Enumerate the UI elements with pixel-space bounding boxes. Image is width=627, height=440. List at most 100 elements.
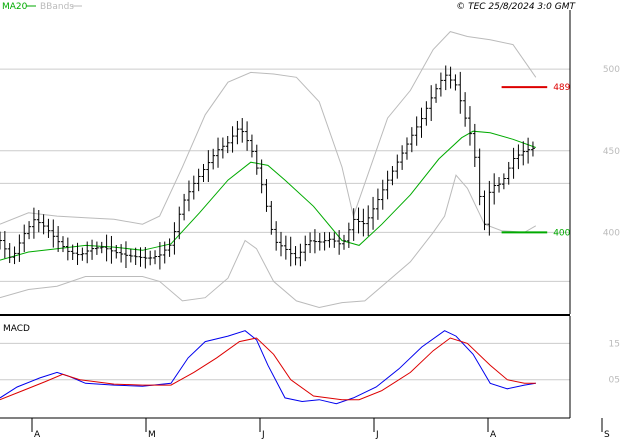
price-bar [31,207,36,239]
price-bar [356,207,361,234]
price-bar [361,208,366,237]
price-bar [148,250,153,266]
price-bar [385,170,390,200]
price-bar [283,235,288,260]
y-tick-label: 500 [603,65,620,75]
ma20-path [0,130,536,261]
price-bar [303,235,308,262]
price-bar [167,238,172,257]
bb-lower-line [0,174,537,309]
price-bar [235,120,240,145]
price-bar [60,236,65,253]
price-bar [216,137,221,168]
price-bar [472,123,477,167]
x-tick-label: J [261,430,265,440]
price-bar [119,244,124,263]
price-bar [2,231,7,259]
price-bar [274,221,279,251]
price-bar [492,173,497,205]
price-bar [80,247,85,261]
price-bar [123,241,128,269]
bbands-legend-label: BBands [40,2,74,12]
price-bar [75,242,80,265]
price-bar [22,224,27,253]
source-timestamp: © TEC 25/8/2024 3:0 GMT [456,2,576,12]
macd-y-tick-label: 05 [609,376,620,386]
price-bar [409,127,414,153]
price-bar [530,141,535,157]
price-bar [12,246,17,265]
price-bar [41,214,46,235]
price-bar [400,145,405,170]
macd-panel-title: MACD [3,324,30,334]
price-bars [0,65,535,270]
price-bar [264,179,269,212]
signal-line [0,337,536,401]
price-bar [448,66,453,89]
price-bar [497,177,502,193]
price-bar [279,231,284,257]
price-bar [293,246,298,266]
price-bar [27,221,32,240]
price-bar [191,175,196,200]
price-bar [317,232,322,251]
price-bar [172,222,177,255]
price-bar [220,137,225,159]
price-bar [230,126,235,153]
x-tick-label: J [375,430,379,440]
price-bar [138,247,143,267]
price-bar [375,188,380,220]
support-level-label: 400 [553,228,570,238]
price-bar [371,196,376,230]
price-bar [65,237,70,261]
price-bar [162,241,167,264]
y-tick-label: 400 [603,228,620,238]
price-bar [240,118,245,143]
price-bar [477,148,482,206]
price-bar [7,243,12,264]
price-bar [429,85,434,122]
x-tick-label: M [148,430,156,440]
price-bar [177,206,182,240]
macd-y-tick-label: 15 [609,339,620,349]
price-bar [404,137,409,160]
price-bar [245,121,250,151]
price-bar [341,234,346,250]
price-bar [463,92,468,127]
price-bar [424,101,429,126]
price-bar [70,244,75,261]
price-bar [133,247,138,266]
price-bar [36,210,41,233]
price-bar [526,137,531,164]
price-bar [0,231,2,250]
price-bar [206,150,211,182]
price-bar [395,154,400,179]
price-bar [501,173,506,190]
price-bar [17,234,22,262]
price-bar [288,236,293,267]
x-tick-label: A [490,430,497,440]
price-bar [157,242,162,270]
bollinger-bands [0,31,537,309]
price-bar [487,180,492,236]
price-bar [366,205,371,237]
macd-lines [0,330,536,405]
x-tick-label: A [34,430,41,440]
price-bar [506,161,511,185]
price-bar [443,65,448,91]
resistance-level-label: 489 [553,83,570,93]
price-bar [467,106,472,146]
price-bar [511,147,516,179]
price-bar [390,166,395,186]
ma20-line [0,130,536,261]
price-bar [46,218,51,238]
price-bar [458,71,463,114]
price-bar [434,83,439,103]
price-bar [322,232,327,251]
price-levels: 489 400 [501,83,571,238]
price-bar [380,179,385,210]
price-bar [143,247,148,269]
